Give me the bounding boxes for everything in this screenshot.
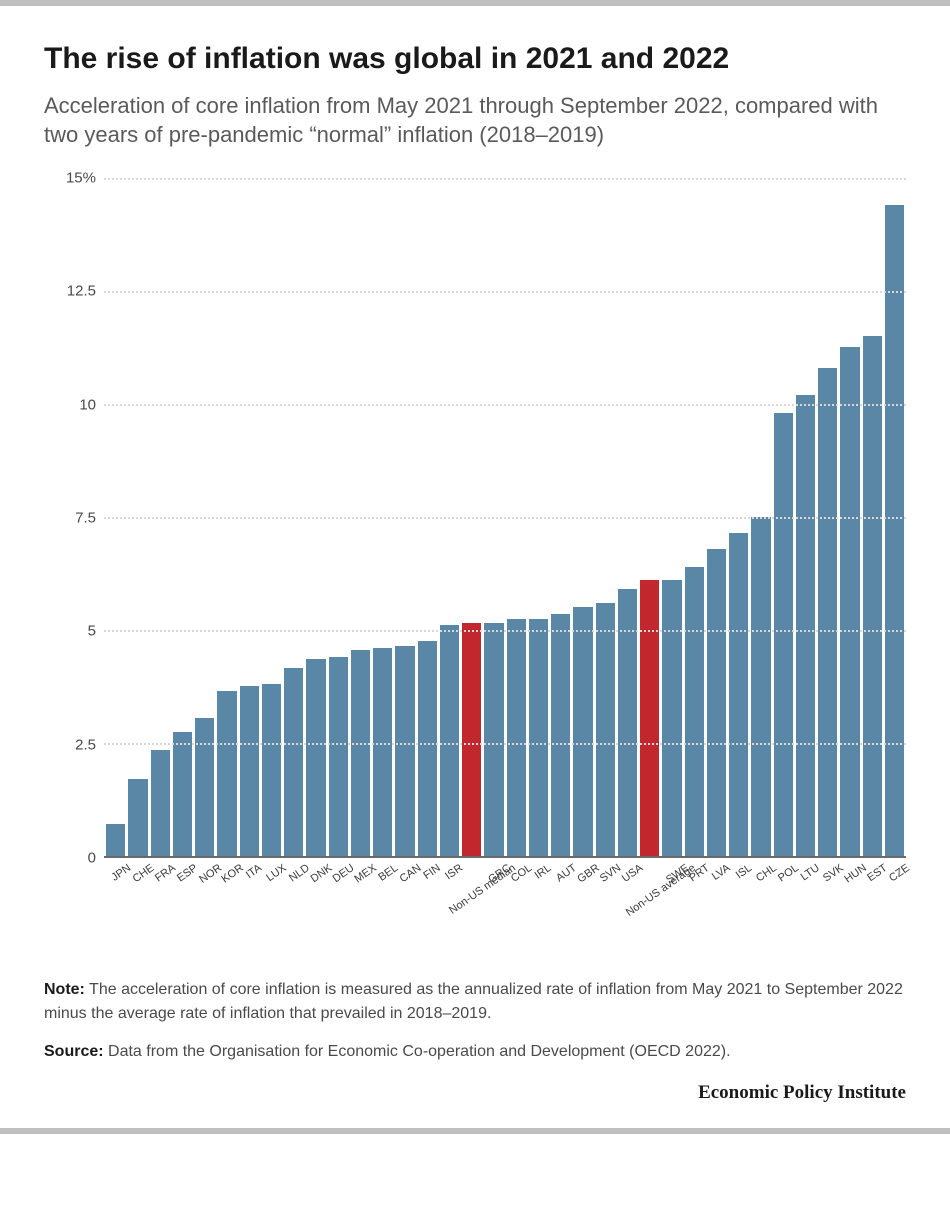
bar: ITA	[240, 686, 259, 856]
gridline	[104, 291, 906, 293]
chart-source: Source: Data from the Organisation for E…	[44, 1040, 906, 1064]
bar: LVA	[707, 549, 726, 856]
bar: HUN	[840, 347, 859, 856]
chart-subtitle: Acceleration of core inflation from May …	[44, 91, 906, 150]
y-tick-label: 0	[88, 849, 96, 866]
gridline	[104, 404, 906, 406]
bar: CHE	[128, 779, 147, 856]
bar: COL	[507, 619, 526, 856]
bar: ISR	[440, 625, 459, 856]
chart-note: Note: The acceleration of core inflation…	[44, 978, 906, 1026]
bar: ISL	[729, 533, 748, 856]
bar: ESP	[173, 732, 192, 856]
source-text: Data from the Organisation for Economic …	[104, 1043, 731, 1060]
chart-title: The rise of inflation was global in 2021…	[44, 42, 906, 77]
y-tick-label: 15%	[66, 169, 96, 186]
chart-card: The rise of inflation was global in 2021…	[0, 0, 950, 1134]
bar: CAN	[395, 646, 414, 856]
y-tick-label: 10	[79, 396, 96, 413]
bar: POL	[774, 413, 793, 856]
bar: BEL	[373, 648, 392, 856]
bar: SWE	[662, 580, 681, 856]
bar: FRA	[151, 750, 170, 856]
bar: DEU	[329, 657, 348, 856]
plot-area: JPNCHEFRAESPNORKORITALUXNLDDNKDEUMEXBELC…	[104, 178, 906, 858]
bar: GBR	[573, 607, 592, 856]
bar: KOR	[217, 691, 236, 856]
bar: FIN	[418, 641, 437, 856]
bar: PRT	[685, 567, 704, 856]
y-tick-label: 5	[88, 623, 96, 640]
bar: CHL	[751, 517, 770, 856]
y-tick-label: 7.5	[75, 509, 96, 526]
bar: MEX	[351, 650, 370, 856]
bar: SVN	[596, 603, 615, 856]
chart-area: 02.557.51012.515% JPNCHEFRAESPNORKORITAL…	[44, 178, 906, 948]
bar: SVK	[818, 368, 837, 856]
source-label: Source:	[44, 1043, 104, 1060]
attribution: Economic Policy Institute	[44, 1082, 906, 1104]
bar: Non-US median	[462, 623, 481, 856]
bar: AUT	[551, 614, 570, 856]
bar: LUX	[262, 684, 281, 856]
note-label: Note:	[44, 981, 85, 998]
y-tick-label: 12.5	[67, 283, 96, 300]
gridline	[104, 743, 906, 745]
gridline	[104, 178, 906, 180]
bar: LTU	[796, 395, 815, 856]
bar: GRC	[484, 623, 503, 856]
bar: EST	[863, 336, 882, 856]
y-tick-label: 2.5	[75, 736, 96, 753]
y-axis: 02.557.51012.515%	[44, 178, 104, 858]
gridline	[104, 517, 906, 519]
bar: JPN	[106, 824, 125, 856]
bar: CZE	[885, 205, 904, 856]
bar: NOR	[195, 718, 214, 856]
bar: Non-US average	[640, 580, 659, 856]
bar: DNK	[306, 659, 325, 856]
gridline	[104, 630, 906, 632]
bar: NLD	[284, 668, 303, 856]
bar: IRL	[529, 619, 548, 856]
note-text: The acceleration of core inflation is me…	[44, 981, 903, 1022]
